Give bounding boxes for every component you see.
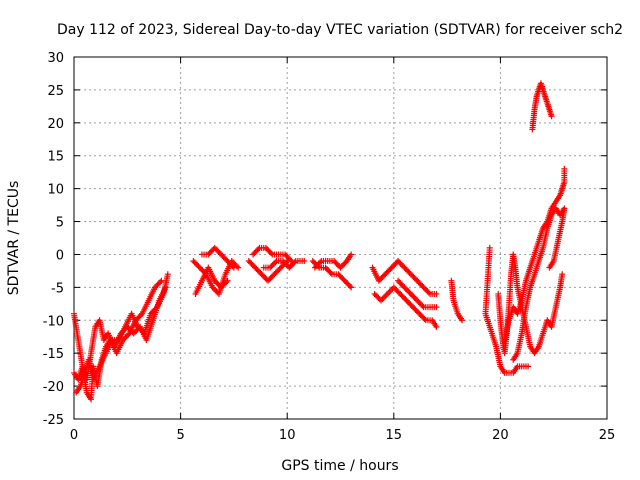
data-point-marker: [383, 291, 390, 298]
data-point-marker: [301, 258, 308, 265]
y-tick-label: -10: [43, 314, 64, 329]
data-point-marker: [317, 259, 324, 266]
data-point-marker: [327, 269, 334, 276]
data-point-marker: [229, 263, 236, 270]
y-tick-label: 10: [47, 183, 64, 198]
y-tick-label: 5: [56, 216, 64, 231]
data-point-marker: [421, 315, 428, 322]
x-tick-label: 5: [176, 428, 184, 443]
data-point-marker: [561, 165, 568, 172]
data-point-marker: [459, 317, 466, 324]
data-point-marker: [223, 279, 230, 286]
data-point-marker: [255, 246, 262, 253]
plot-frame: [73, 56, 608, 420]
x-tick-label: 15: [386, 428, 403, 443]
data-point-marker: [379, 296, 386, 303]
data-point-marker: [433, 304, 440, 311]
y-axis-title: SDTVAR / TECUs: [6, 181, 22, 296]
data-point-marker: [348, 284, 355, 291]
grid-lines: [74, 57, 607, 419]
data-point-marker: [224, 277, 231, 284]
data-point-marker: [559, 271, 566, 278]
data-point-marker: [272, 259, 279, 266]
y-tick-label: 25: [47, 84, 64, 99]
y-tick-label: 0: [56, 248, 64, 263]
data-points: [71, 80, 568, 403]
data-point-marker: [125, 331, 132, 338]
y-tick-labels: -25 -20 -15 -10 -5 0 5 10 15 20 25 30: [43, 51, 64, 428]
data-point-marker: [267, 250, 274, 257]
data-point-marker: [382, 293, 389, 300]
data-point-marker: [386, 288, 393, 295]
data-point-marker: [230, 264, 237, 271]
y-tick-label: 30: [47, 51, 64, 66]
data-point-marker: [433, 323, 440, 330]
x-tick-label: 25: [599, 428, 616, 443]
data-point-marker: [152, 305, 159, 312]
data-point-marker: [525, 363, 532, 370]
data-point-marker: [419, 302, 426, 309]
data-point-marker: [385, 290, 392, 297]
y-tick-label: -15: [43, 347, 64, 362]
data-point-marker: [425, 289, 432, 296]
y-tick-label: 20: [47, 117, 64, 132]
chart-title: Day 112 of 2023, Sidereal Day-to-day VTE…: [57, 22, 623, 38]
y-tick-label: -5: [51, 281, 64, 296]
y-tick-label: -20: [43, 380, 64, 395]
data-point-marker: [164, 271, 171, 278]
data-point-marker: [433, 290, 440, 297]
y-tick-label: -25: [43, 413, 64, 428]
data-point-marker: [348, 251, 355, 258]
data-point-marker: [548, 113, 555, 120]
data-point-marker: [137, 312, 144, 319]
x-tick-label: 20: [492, 428, 509, 443]
data-point-marker: [546, 264, 553, 271]
x-axis-title: GPS time / hours: [281, 458, 398, 474]
x-tick-label: 10: [279, 428, 296, 443]
y-tick-label: 15: [47, 150, 64, 165]
data-point-marker: [287, 256, 294, 263]
x-tick-labels: 0 5 10 15 20 25: [70, 428, 615, 443]
x-tick-label: 0: [70, 428, 78, 443]
data-point-marker: [158, 277, 165, 284]
axis-ticks: [73, 56, 608, 420]
data-point-marker: [291, 259, 298, 266]
data-point-marker: [346, 283, 353, 290]
data-point-marker: [157, 279, 164, 286]
